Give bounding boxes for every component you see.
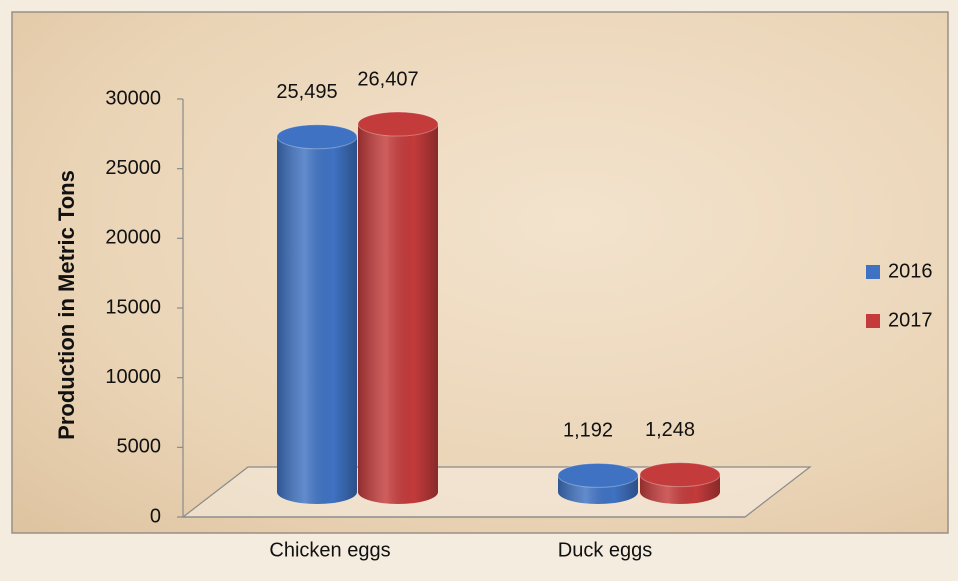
x-tick-label: Chicken eggs xyxy=(269,539,390,561)
y-tick-label: 25000 xyxy=(105,157,161,179)
bar-top xyxy=(357,111,439,137)
y-axis-title: Production in Metric Tons xyxy=(54,170,79,440)
value-label: 26,407 xyxy=(357,68,418,90)
legend-label: 2016 xyxy=(888,260,933,282)
bar-top xyxy=(276,124,358,150)
legend-swatch xyxy=(866,265,880,279)
x-tick-label: Duck eggs xyxy=(558,539,653,561)
y-tick-label: 5000 xyxy=(117,436,162,458)
y-tick-label: 30000 xyxy=(105,87,161,109)
bar-top xyxy=(639,462,721,488)
plot-panel xyxy=(11,11,949,534)
legend-label: 2017 xyxy=(888,309,933,331)
value-label: 1,192 xyxy=(563,420,613,442)
bar-shading xyxy=(358,124,438,504)
y-tick-label: 20000 xyxy=(105,227,161,249)
y-tick-label: 0 xyxy=(150,505,161,527)
bar-top xyxy=(557,462,639,488)
value-label: 25,495 xyxy=(276,81,337,103)
bar-shading xyxy=(277,136,357,505)
value-label: 1,248 xyxy=(645,419,695,441)
y-tick-label: 15000 xyxy=(105,296,161,318)
y-tick-label: 10000 xyxy=(105,366,161,388)
legend-swatch xyxy=(866,314,880,328)
